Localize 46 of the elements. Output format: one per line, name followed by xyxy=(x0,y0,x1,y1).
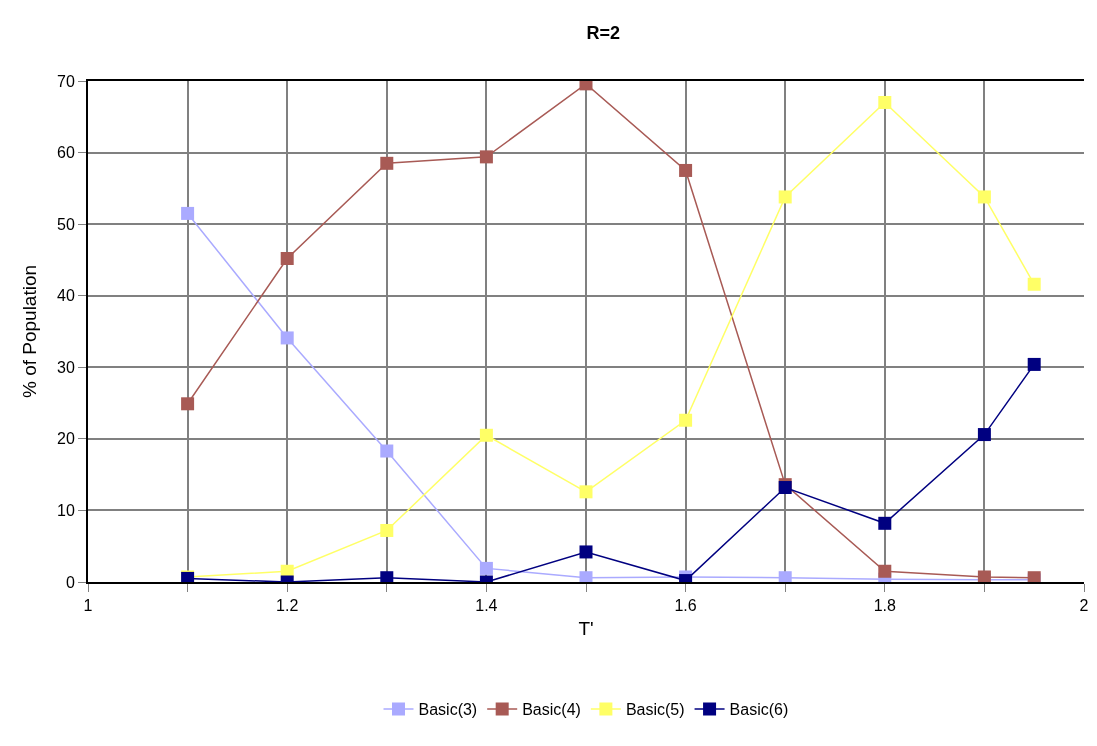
y-tick-label: 20 xyxy=(57,430,75,448)
point xyxy=(1027,357,1041,371)
y-tick-label: 40 xyxy=(57,287,75,305)
x-tick-label: 1.4 xyxy=(475,597,498,615)
point xyxy=(579,571,593,582)
legend-label: Basic(4) xyxy=(522,701,581,719)
point xyxy=(280,252,294,265)
legend-label: Basic(6) xyxy=(729,701,789,719)
point xyxy=(679,413,693,427)
point xyxy=(380,156,394,170)
point xyxy=(878,95,892,109)
point xyxy=(778,571,792,582)
point xyxy=(878,516,892,530)
point xyxy=(778,190,792,204)
point xyxy=(977,428,991,442)
y-tick-label: 70 xyxy=(57,72,75,90)
point xyxy=(977,190,991,204)
y-tick-label: 0 xyxy=(65,573,75,591)
x-axis-title: T' xyxy=(578,617,594,639)
point xyxy=(479,428,493,442)
point xyxy=(679,163,693,177)
y-tick-label: 50 xyxy=(57,215,75,233)
legend-label: Basic(3) xyxy=(418,701,478,719)
y-tick-label: 10 xyxy=(57,502,75,520)
point xyxy=(280,331,294,345)
x-tick-label: 1.6 xyxy=(674,597,697,615)
point xyxy=(878,564,892,578)
x-tick-label: 2 xyxy=(1079,597,1089,615)
y-axis-title: % of Population xyxy=(19,264,41,399)
point xyxy=(380,444,394,458)
y-tick-label: 60 xyxy=(57,144,75,162)
point xyxy=(181,206,195,220)
x-tick-label: 1.8 xyxy=(873,597,897,615)
legend-label: Basic(5) xyxy=(625,701,685,719)
point xyxy=(181,397,195,411)
point xyxy=(380,523,394,537)
point xyxy=(479,150,493,164)
x-tick-label: 1 xyxy=(83,597,93,615)
point xyxy=(479,561,493,575)
point xyxy=(1027,277,1041,291)
point xyxy=(380,571,394,582)
y-tick-label: 30 xyxy=(57,358,75,376)
point xyxy=(579,545,593,559)
x-tick-label: 1.2 xyxy=(276,597,299,615)
chart-title: R=2 xyxy=(586,22,621,43)
point xyxy=(579,485,593,499)
